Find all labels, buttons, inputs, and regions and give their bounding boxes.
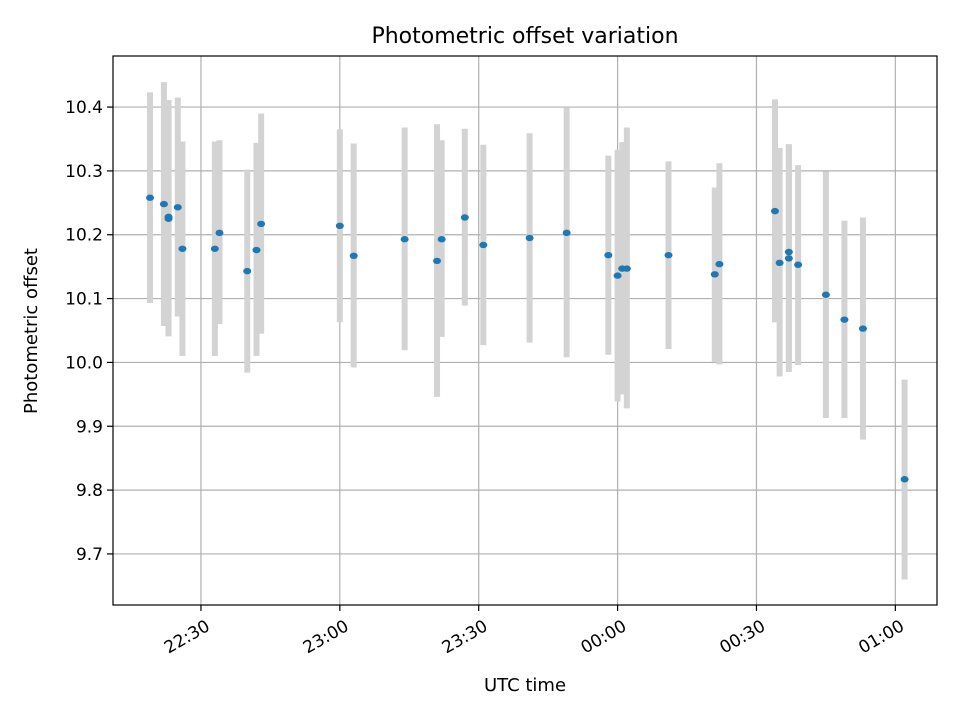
data-point <box>840 316 849 323</box>
data-point <box>858 325 867 332</box>
data-point <box>784 248 793 256</box>
data-point <box>562 229 571 237</box>
data-point <box>164 213 173 221</box>
data-point <box>257 220 266 228</box>
y-tick-label: 10.4 <box>65 98 103 118</box>
data-point <box>784 255 793 262</box>
data-point <box>525 234 534 242</box>
data-point <box>215 229 224 237</box>
data-points <box>146 194 909 483</box>
y-tick-label: 10.1 <box>65 290 103 310</box>
data-point <box>243 267 252 275</box>
data-point <box>178 245 187 252</box>
chart-title: Photometric offset variation <box>371 24 678 49</box>
y-tick-label: 9.8 <box>76 481 103 501</box>
data-point <box>146 194 155 201</box>
y-tick-label: 9.9 <box>76 417 103 437</box>
y-axis-label: Photometric offset <box>21 248 42 414</box>
plot-frame <box>112 55 938 606</box>
y-tick-label: 10.0 <box>65 353 103 373</box>
data-point <box>173 204 182 211</box>
data-point <box>613 272 622 279</box>
data-point <box>775 259 784 267</box>
data-point <box>604 251 613 259</box>
data-point <box>433 257 442 265</box>
data-point <box>900 476 909 483</box>
x-axis-label: UTC time <box>484 675 566 696</box>
data-point <box>335 222 344 230</box>
data-point <box>479 241 488 249</box>
y-tick-label: 9.7 <box>76 545 103 565</box>
data-point <box>622 265 631 272</box>
data-point <box>794 261 803 268</box>
y-tick-label: 10.3 <box>65 162 103 182</box>
y-tick-label: 10.2 <box>65 226 103 246</box>
data-point <box>460 214 469 221</box>
data-point <box>437 236 446 243</box>
data-point <box>821 291 830 298</box>
data-point <box>710 271 719 278</box>
data-point <box>715 260 724 268</box>
data-point <box>770 207 779 215</box>
data-point <box>664 251 673 259</box>
data-point <box>400 236 409 243</box>
data-point <box>159 200 168 208</box>
data-point <box>349 252 358 260</box>
data-point <box>252 246 261 254</box>
data-point <box>210 245 219 252</box>
y-axis-ticks: 9.7 9.8 9.9 10.0 10.1 10.2 10.3 10.4 <box>65 98 113 565</box>
